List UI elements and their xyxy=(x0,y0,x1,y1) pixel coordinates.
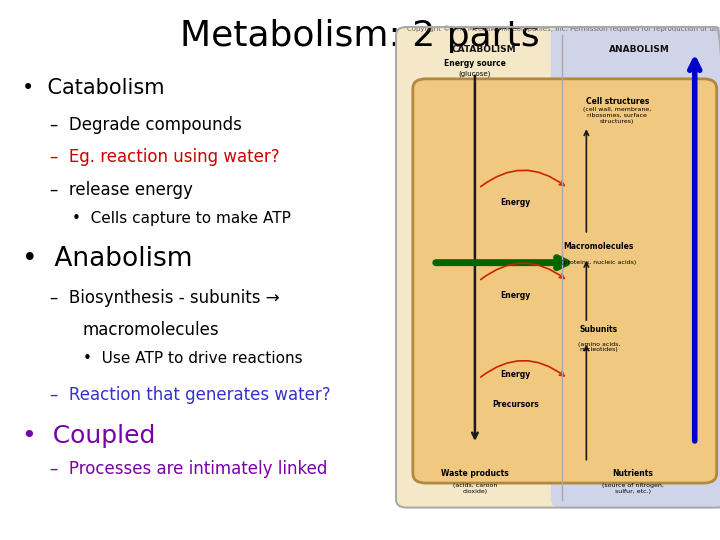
Text: CATABOLISM: CATABOLISM xyxy=(452,45,516,54)
FancyBboxPatch shape xyxy=(396,27,572,508)
Text: ANABOLISM: ANABOLISM xyxy=(608,45,670,54)
Text: –  Degrade compounds: – Degrade compounds xyxy=(50,116,242,134)
Text: •  Coupled: • Coupled xyxy=(22,424,155,448)
Text: –  Eg. reaction using water?: – Eg. reaction using water? xyxy=(50,148,280,166)
Text: Metabolism: 2 parts: Metabolism: 2 parts xyxy=(180,19,540,53)
Text: Subunits: Subunits xyxy=(580,325,618,334)
Text: (glucose): (glucose) xyxy=(459,70,491,77)
Text: Energy: Energy xyxy=(500,291,531,300)
Text: Macromolecules: Macromolecules xyxy=(564,242,634,251)
Text: Nutrients: Nutrients xyxy=(613,469,653,478)
Text: –  Reaction that generates water?: – Reaction that generates water? xyxy=(50,386,331,404)
Text: •  Catabolism: • Catabolism xyxy=(22,78,164,98)
Text: (amino acids,
nucleotides): (amino acids, nucleotides) xyxy=(577,342,620,353)
Text: Precursors: Precursors xyxy=(492,400,539,409)
Text: Energy: Energy xyxy=(500,369,531,379)
Text: (proteins, nucleic acids): (proteins, nucleic acids) xyxy=(561,260,636,265)
Text: •  Cells capture to make ATP: • Cells capture to make ATP xyxy=(72,211,291,226)
Text: –  release energy: – release energy xyxy=(50,181,193,199)
FancyBboxPatch shape xyxy=(551,27,720,508)
Text: macromolecules: macromolecules xyxy=(83,321,220,339)
Text: Energy: Energy xyxy=(500,198,531,207)
Text: (cell wall, membrane,
ribosomes, surface
structures): (cell wall, membrane, ribosomes, surface… xyxy=(583,107,652,124)
Text: (source of nitrogen,
sulfur, etc.): (source of nitrogen, sulfur, etc.) xyxy=(602,483,664,494)
Text: Energy source: Energy source xyxy=(444,59,506,69)
Text: –  Processes are intimately linked: – Processes are intimately linked xyxy=(50,460,328,478)
Text: Cell structures: Cell structures xyxy=(585,97,649,106)
Text: Copyright © The McGraw-Hill Companies, Inc. Permission required for reproduction: Copyright © The McGraw-Hill Companies, I… xyxy=(407,26,720,32)
FancyBboxPatch shape xyxy=(413,79,716,483)
Text: (acids, caroon
dioxide): (acids, caroon dioxide) xyxy=(453,483,497,494)
Text: •  Use ATP to drive reactions: • Use ATP to drive reactions xyxy=(83,351,302,366)
Text: –  Biosynthesis - subunits →: – Biosynthesis - subunits → xyxy=(50,289,280,307)
Text: Waste products: Waste products xyxy=(441,469,509,478)
Text: •  Anabolism: • Anabolism xyxy=(22,246,192,272)
